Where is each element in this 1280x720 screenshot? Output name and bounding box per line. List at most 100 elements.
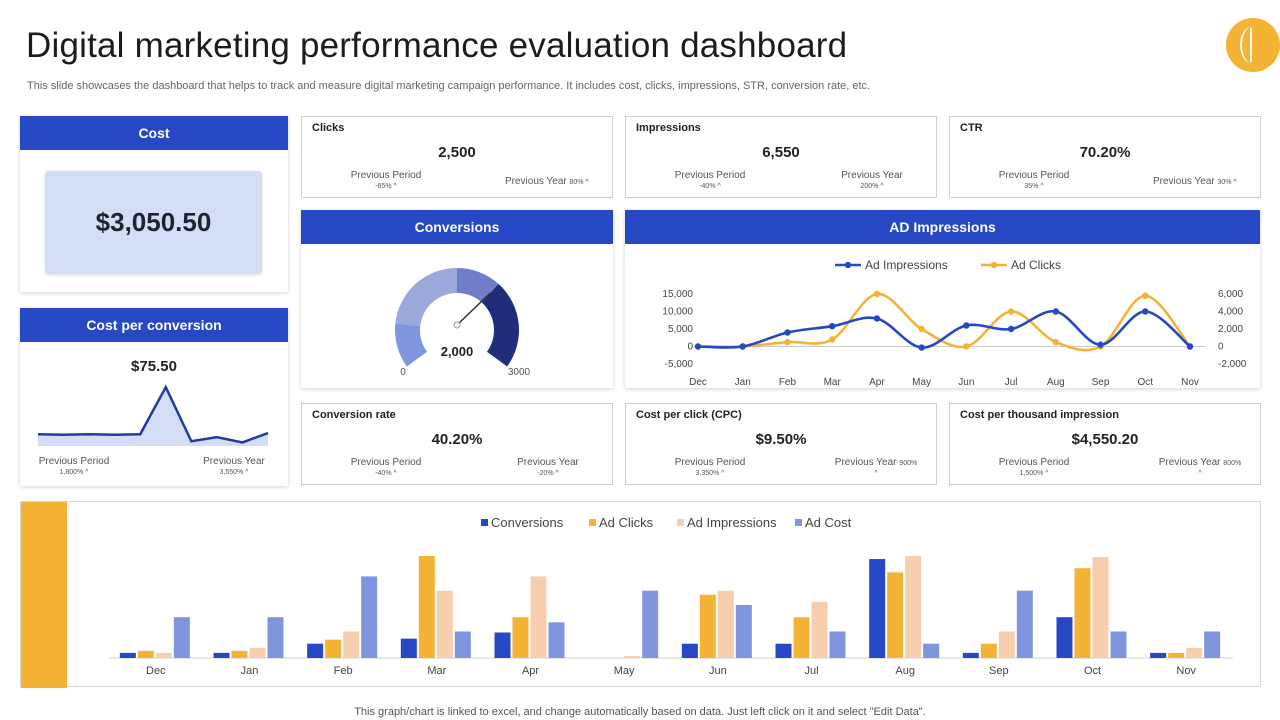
bar-ad-impressions — [1186, 647, 1203, 658]
cpc-prev-period-label: Previous Period — [38, 456, 110, 467]
bar-ad-cost — [735, 604, 752, 658]
legend-marker — [990, 261, 998, 269]
impressions-label: Impressions — [636, 122, 701, 134]
bar-ad-cost — [361, 576, 378, 658]
cpm-prev-period-label: Previous Period — [998, 457, 1070, 468]
legend-marker — [844, 261, 852, 269]
conversions-gauge: 2,000 0 3000 — [395, 268, 531, 378]
clicks-value: 2,500 — [438, 144, 476, 161]
conversion-rate-prev-period-label: Previous Period — [350, 457, 422, 468]
page-title: Digital marketing performance evaluation… — [26, 26, 848, 65]
bar-ad-impressions — [624, 655, 641, 658]
series-point — [963, 343, 970, 350]
ctr-card: CTR 70.20% Previous Period 35% ^ Previous… — [949, 116, 1261, 198]
ctr-label: CTR — [960, 122, 983, 134]
cpc-prev-year-change: 900% — [899, 460, 918, 467]
x-axis-tick: Oct — [1084, 665, 1101, 677]
bar-conversions — [1150, 652, 1167, 658]
bar-ad-cost — [173, 617, 190, 658]
legend-label: Ad Clicks — [1011, 258, 1061, 272]
left-axis-tick: 15,000 — [662, 289, 693, 300]
bar-ad-clicks — [1168, 652, 1185, 658]
cpm-prev-year-change: 800% — [1223, 460, 1242, 467]
bar-ad-impressions — [436, 590, 453, 658]
bar-ad-impressions — [530, 576, 547, 658]
sparkline-line — [37, 384, 269, 444]
legend-label: Ad Impressions — [687, 515, 777, 530]
x-axis-tick: Aug — [1047, 377, 1065, 388]
conversion-rate-card: Conversion rate 40.20% Previous Period -4… — [301, 403, 613, 485]
cost-per-conversion-panel: Cost per conversion $75.50 Previous Peri… — [20, 308, 288, 486]
bar-conversions — [307, 643, 324, 658]
series-point — [1186, 343, 1194, 350]
conversions-header: Conversions — [301, 210, 613, 244]
legend-label: Ad Impressions — [865, 258, 948, 272]
x-axis-tick: Jun — [958, 377, 974, 388]
impressions-value: 6,550 — [762, 144, 800, 161]
impressions-prev-year-change: 200% ^ — [860, 183, 884, 190]
x-axis-tick: Apr — [522, 665, 539, 677]
conversions-panel: Conversions 2,000 0 3000 — [301, 210, 613, 388]
bar-ad-cost — [923, 643, 940, 658]
cpc-prev-period-change: 3,350% ^ — [695, 470, 725, 477]
bar-conversions — [869, 559, 886, 658]
series-point — [739, 343, 746, 350]
footer-note: This graph/chart is linked to excel, and… — [354, 706, 926, 718]
gauge-max-label: 3000 — [508, 367, 531, 378]
series-point — [828, 323, 836, 330]
x-axis-tick: Jan — [241, 665, 259, 677]
bar-ad-cost — [642, 590, 659, 658]
bar-ad-cost — [454, 631, 471, 658]
ad-impressions-header: AD Impressions — [625, 210, 1260, 244]
cpc-prev-year-caret: ^ — [874, 470, 878, 477]
bar-conversions — [213, 652, 230, 658]
cost-per-conversion-header: Cost per conversion — [20, 308, 288, 342]
cpm-label: Cost per thousand impression — [960, 409, 1119, 421]
series-point — [694, 343, 702, 350]
bar-ad-cost — [1110, 631, 1127, 658]
series-point — [1097, 341, 1104, 348]
legend-label: Conversions — [491, 515, 564, 530]
cost-panel-header: Cost — [20, 116, 288, 150]
impressions-prev-period-label: Previous Period — [674, 170, 746, 181]
bar-ad-impressions — [998, 631, 1015, 658]
legend-swatch — [677, 519, 684, 526]
bar-ad-clicks — [887, 572, 904, 658]
x-axis-tick: Jul — [804, 665, 818, 677]
ctr-prev-period-label: Previous Period — [998, 170, 1070, 181]
bar-conversions — [681, 643, 698, 658]
impressions-card: Impressions 6,550 Previous Period -40% ^ … — [625, 116, 937, 198]
legend-swatch — [795, 519, 802, 526]
cpc-prev-period-change: 1,800% ^ — [59, 469, 89, 476]
ad-impressions-panel: AD Impressions -5,000 0 5,000 10,000 15,000-… — [625, 210, 1260, 388]
series-point — [1007, 325, 1015, 333]
clicks-card: Clicks 2,500 Previous Period -65% ^ Previ… — [301, 116, 613, 198]
cpc-prev-period-label: Previous Period — [674, 457, 746, 468]
x-axis-tick: Mar — [824, 377, 842, 388]
conversion-rate-label: Conversion rate — [312, 409, 396, 421]
gauge-segment — [395, 323, 428, 367]
series-point — [918, 325, 925, 333]
x-axis-tick: Mar — [427, 665, 446, 677]
ctr-prev-period-change: 35% ^ — [1024, 183, 1044, 190]
cpc-value: $9.50% — [755, 431, 807, 448]
cpm-prev-period-change: 1,500% ^ — [1019, 470, 1049, 477]
gauge-value-label: 2,000 — [441, 344, 474, 359]
google-ads-panel: Google ads overview Dec Jan Feb Mar Apr May Jun… — [20, 501, 1261, 688]
left-axis-tick: -5,000 — [665, 359, 694, 370]
gauge-segment — [481, 283, 519, 367]
cpc-prev-year-label: Previous Year — [834, 457, 897, 468]
right-axis-tick: 0 — [1218, 342, 1224, 353]
legend-label: Ad Cost — [805, 515, 852, 530]
series-point — [873, 315, 881, 322]
series-point — [1052, 308, 1060, 315]
bar-ad-cost — [1204, 631, 1221, 658]
x-axis-tick: Nov — [1176, 665, 1196, 677]
brand-logo — [1226, 18, 1280, 72]
bar-ad-impressions — [717, 590, 734, 658]
bar-ad-clicks — [699, 594, 716, 658]
gauge-segment — [395, 268, 457, 327]
google-ads-overview-chart: Dec Jan Feb Mar Apr May Jun Jul Aug Sep Oct Nov Conv… — [109, 515, 1233, 677]
clicks-label: Clicks — [312, 122, 345, 134]
google-ads-side-label: Google ads overview — [21, 502, 168, 688]
